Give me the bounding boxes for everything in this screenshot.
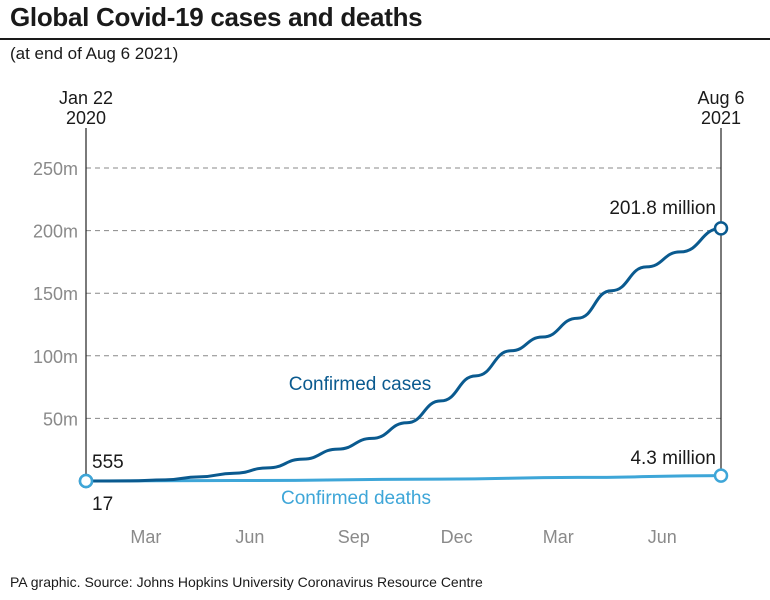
confirmed-deaths-line	[84, 474, 723, 483]
y-tick-label-100m: 100m	[33, 347, 78, 367]
confirmed-cases-end-marker	[713, 221, 729, 236]
title-divider	[0, 38, 770, 40]
cases-series-label: Confirmed cases	[289, 374, 432, 395]
end-date-label: 2021	[701, 108, 741, 128]
x-tick-label-mar: Mar	[130, 527, 161, 547]
y-tick-label-50m: 50m	[43, 409, 78, 429]
cases-end-value-label: 201.8 million	[609, 198, 716, 219]
deaths-end-value-label: 4.3 million	[630, 448, 716, 469]
cases-start-value-label: 555	[92, 452, 124, 473]
x-tick-label-dec: Dec	[441, 527, 473, 547]
confirmed-cases-line	[84, 226, 723, 483]
start-date-label: Jan 22	[59, 88, 113, 108]
start-date-label: 2020	[66, 108, 106, 128]
x-tick-label-sep: Sep	[338, 527, 370, 547]
chart-subtitle: (at end of Aug 6 2021)	[10, 44, 179, 63]
x-tick-label-mar: Mar	[543, 527, 574, 547]
y-tick-label-250m: 250m	[33, 159, 78, 179]
confirmed-deaths-start-marker	[78, 473, 94, 489]
source-credit: PA graphic. Source: Johns Hopkins Univer…	[10, 574, 483, 590]
deaths-series-label: Confirmed deaths	[281, 488, 431, 509]
y-tick-label-150m: 150m	[33, 284, 78, 304]
confirmed-deaths-end-marker	[713, 468, 729, 483]
end-date-label: Aug 6	[697, 88, 744, 108]
x-tick-label-jun: Jun	[235, 527, 264, 547]
y-tick-label-200m: 200m	[33, 222, 78, 242]
chart-title: Global Covid-19 cases and deaths	[10, 2, 423, 32]
x-tick-label-jun: Jun	[648, 527, 677, 547]
deaths-start-value-label: 17	[92, 494, 113, 515]
